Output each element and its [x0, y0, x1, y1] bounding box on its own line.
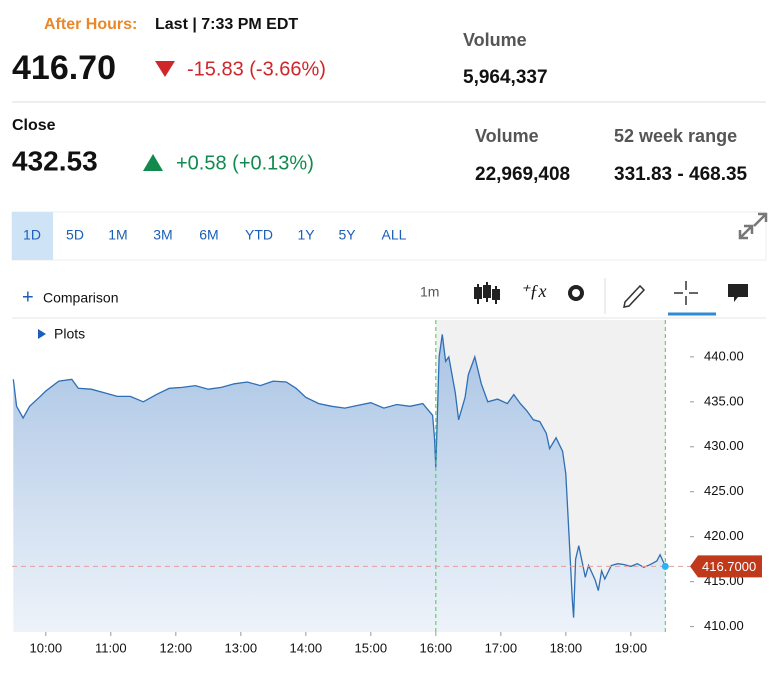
range-tab[interactable]: 5Y: [338, 227, 356, 243]
x-tick-label: 10:00: [30, 640, 63, 655]
range-tab[interactable]: 1Y: [297, 227, 315, 243]
x-tick-label: 19:00: [615, 640, 648, 655]
settings-icon[interactable]: [568, 285, 584, 301]
y-tick-label: 440.00: [704, 348, 744, 363]
y-tick-label: 410.00: [704, 618, 744, 633]
candle-icon[interactable]: [474, 282, 500, 304]
x-tick-label: 17:00: [485, 640, 518, 655]
close-volume-label: Volume: [475, 126, 539, 146]
down-arrow: [155, 61, 175, 77]
price: 416.70: [12, 49, 116, 87]
comparison-button[interactable]: Comparison: [43, 290, 118, 306]
up-arrow: [143, 154, 163, 171]
y-tick-label: 425.00: [704, 483, 744, 498]
range-label: 52 week range: [614, 126, 737, 146]
status-label: After Hours:: [44, 16, 137, 33]
volume-label: Volume: [463, 30, 527, 50]
tab-bar: [11, 211, 767, 261]
tabs: 1D 5D 1M 3M 6M YTD 1Y 5Y ALL: [23, 227, 407, 243]
range-tab[interactable]: 6M: [199, 227, 218, 243]
crosshair-icon[interactable]: [674, 281, 698, 305]
expand-icon[interactable]: [738, 212, 768, 240]
close-volume: 22,969,408: [475, 164, 570, 185]
y-tick-label: 435.00: [704, 393, 744, 408]
plus-icon[interactable]: +: [22, 286, 34, 308]
x-tick-label: 16:00: [420, 640, 453, 655]
plots-toggle[interactable]: Plots: [54, 326, 85, 342]
close-change: +0.58 (+0.13%): [176, 152, 314, 174]
price-area: [13, 334, 666, 632]
close-price: 432.53: [12, 145, 98, 176]
x-tick-label: 13:00: [225, 640, 258, 655]
price-line: [12, 334, 666, 618]
plot: 410.00415.00420.00425.00430.00435.00440.…: [12, 320, 762, 655]
range-tab[interactable]: YTD: [245, 227, 273, 243]
plots-caret[interactable]: [38, 329, 46, 339]
y-tick-label: 420.00: [704, 528, 744, 543]
range: 331.83 - 468.35: [614, 164, 748, 185]
range-tab[interactable]: 3M: [153, 227, 172, 243]
price-marker-box: [690, 555, 762, 578]
change: -15.83 (-3.66%): [187, 58, 326, 80]
x-tick-label: 12:00: [160, 640, 193, 655]
range-tab[interactable]: ALL: [382, 227, 407, 243]
y-tick-label: 430.00: [704, 438, 744, 453]
x-tick-label: 14:00: [290, 640, 323, 655]
x-tick-label: 18:00: [550, 640, 583, 655]
active-tab-bg: [12, 212, 53, 260]
range-tab[interactable]: 1D: [23, 227, 41, 243]
x-tick-label: 11:00: [95, 640, 127, 655]
range-tab[interactable]: 5D: [66, 227, 84, 243]
function-icon[interactable]: ⁺ƒx: [520, 281, 547, 301]
comment-icon[interactable]: [728, 284, 748, 302]
close-label: Close: [12, 117, 56, 134]
range-tab[interactable]: 1M: [108, 227, 127, 243]
interval[interactable]: 1m: [420, 284, 439, 300]
pencil-icon[interactable]: [623, 284, 646, 308]
status-text: Last | 7:33 PM EDT: [155, 16, 298, 33]
moon-icon: [17, 10, 31, 28]
volume: 5,964,337: [463, 67, 548, 88]
last-point: [661, 562, 669, 570]
price-marker-label: 416.7000: [702, 559, 756, 574]
x-tick-label: 15:00: [355, 640, 388, 655]
